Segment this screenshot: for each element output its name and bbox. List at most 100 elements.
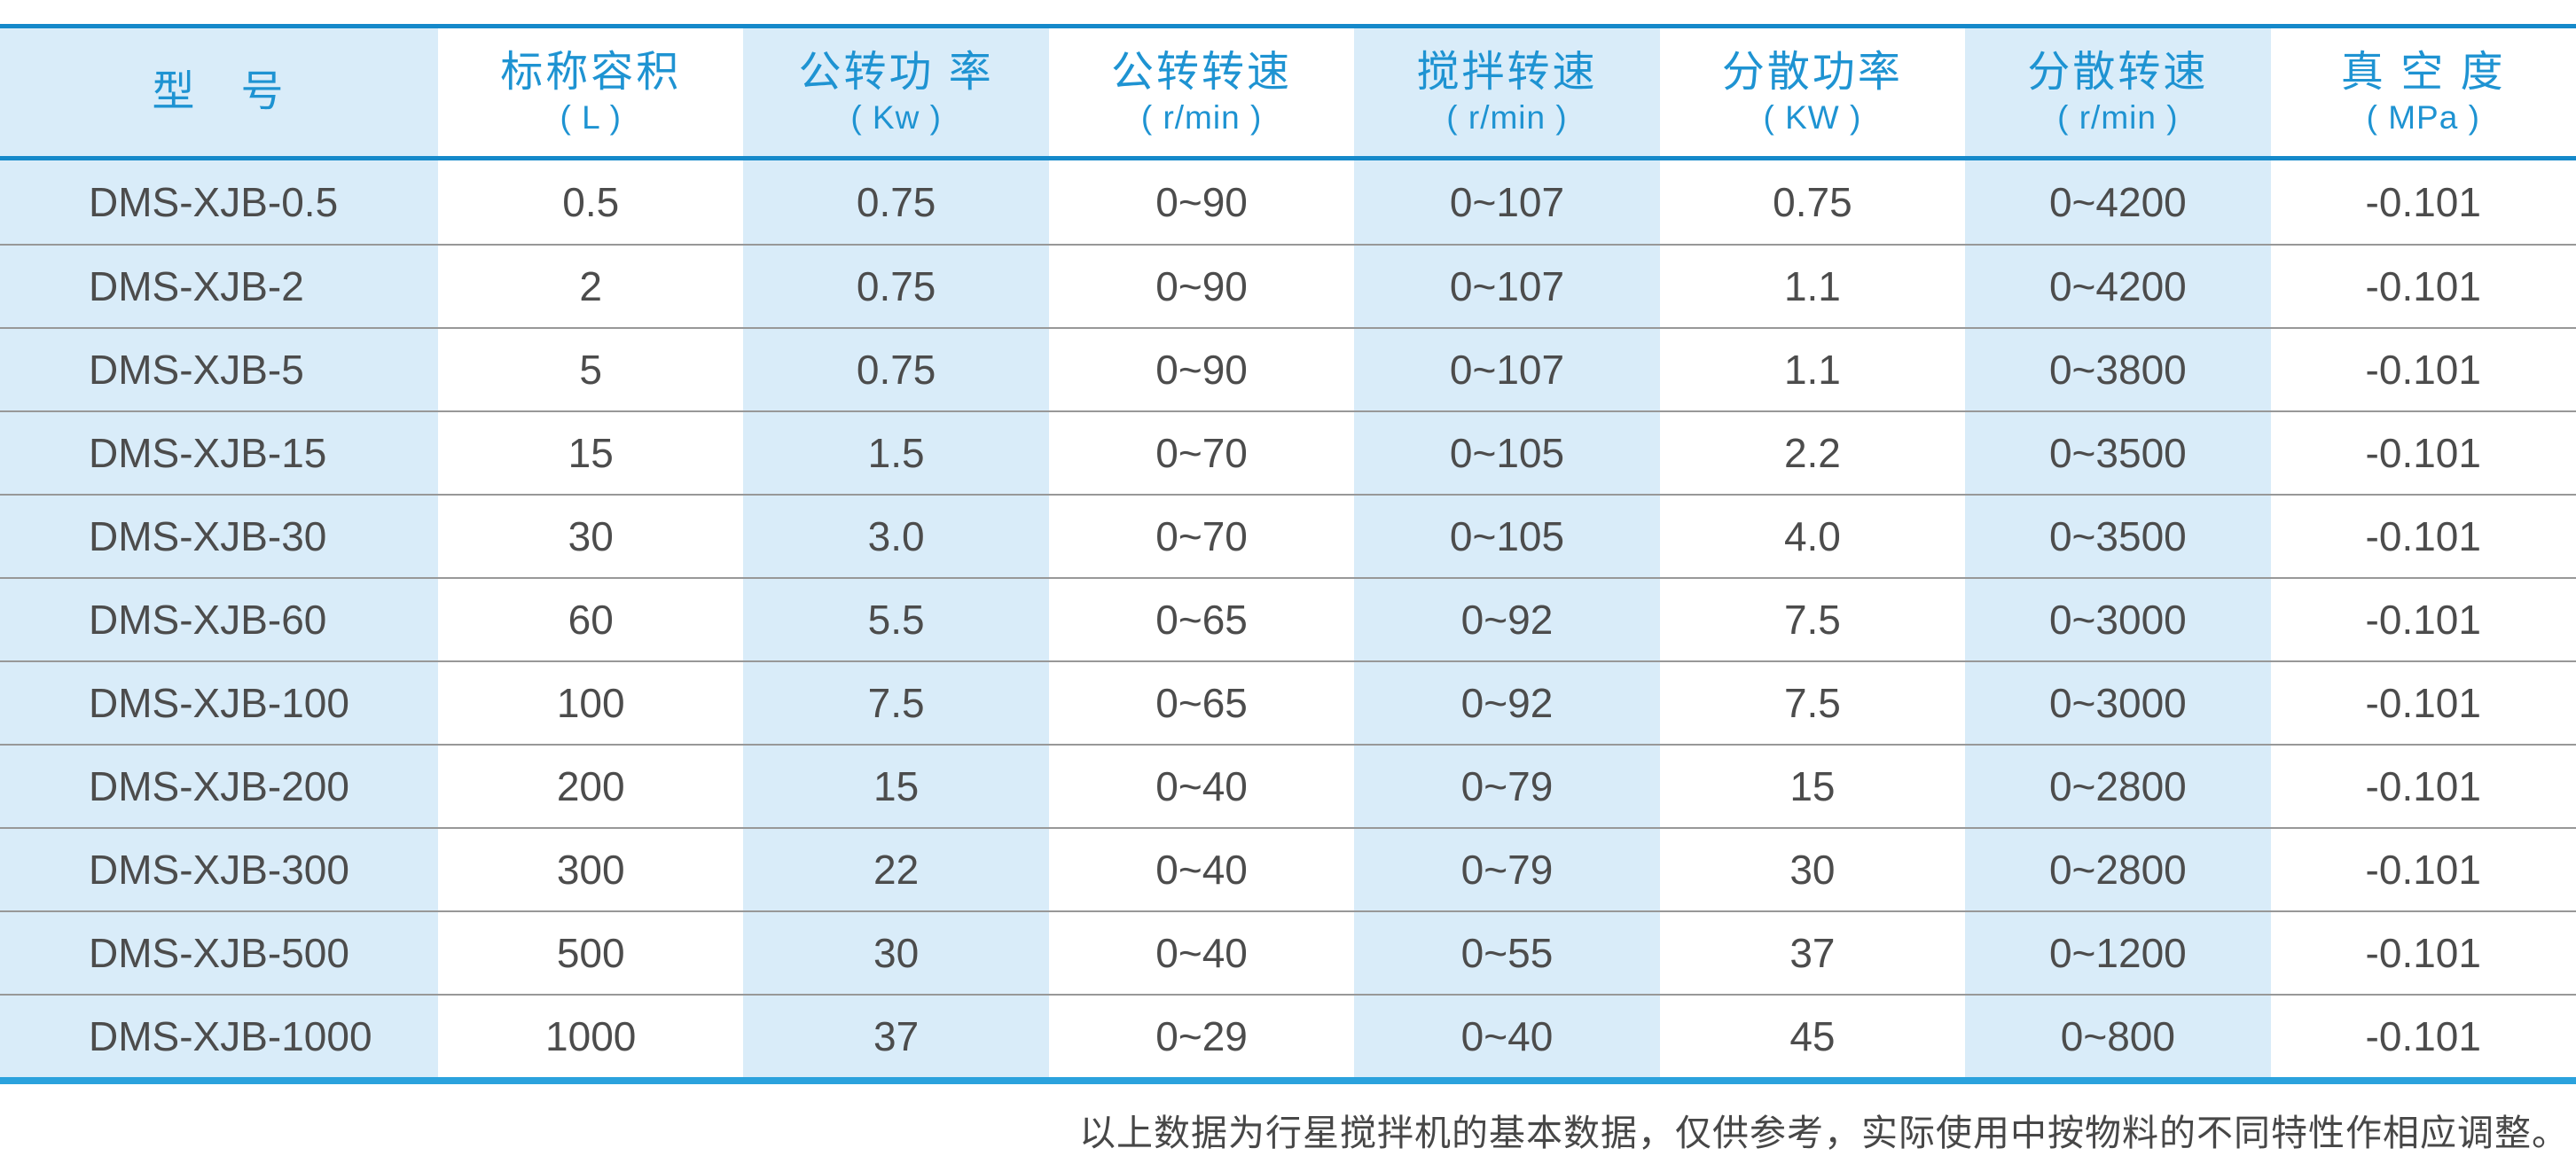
table-cell: 0~3000 <box>1965 662 2271 744</box>
table-cell: 0~40 <box>1354 996 1660 1077</box>
header-unit: ( MPa ) <box>2366 98 2480 136</box>
table-cell: 0~3500 <box>1965 496 2271 577</box>
table-cell: 0~800 <box>1965 996 2271 1077</box>
table-cell: 0.75 <box>743 160 1049 244</box>
table-row: DMS-XJB-15 15 1.5 0~70 0~105 2.2 0~3500 -0.101 <box>0 410 2576 494</box>
header-cell-revolution-speed: 公转转速 ( r/min ) <box>1048 28 1355 156</box>
header-title: 真 空 度 <box>2340 48 2506 96</box>
header-unit: ( r/min ) <box>2057 98 2179 136</box>
model-cell: DMS-XJB-500 <box>0 912 438 994</box>
table-row: DMS-XJB-100 100 7.5 0~65 0~92 7.5 0~3000 -0.101 <box>0 660 2576 744</box>
header-unit: ( r/min ) <box>1140 98 1263 136</box>
table-cell: 0~70 <box>1048 412 1355 494</box>
header-cell-revolution-power: 公转功 率 ( Kw ) <box>743 28 1049 156</box>
table-row: DMS-XJB-2 2 0.75 0~90 0~107 1.1 0~4200 -0.101 <box>0 244 2576 327</box>
header-cell-vacuum-degree: 真 空 度 ( MPa ) <box>2270 28 2576 156</box>
header-unit: ( Kw ) <box>850 98 942 136</box>
table-cell: 2 <box>438 246 744 327</box>
table-footnote: 以上数据为行星搅拌机的基本数据，仅供参考，实际使用中按物料的不同特性作相应调整。 <box>1079 1113 2569 1153</box>
table-cell: -0.101 <box>2270 829 2576 910</box>
table-cell: -0.101 <box>2270 912 2576 994</box>
model-cell: DMS-XJB-60 <box>0 579 438 660</box>
table-row: DMS-XJB-0.5 0.5 0.75 0~90 0~107 0.75 0~4200 -0.… <box>0 160 2576 244</box>
table-cell: 0~3500 <box>1965 412 2271 494</box>
header-title: 搅拌转速 <box>1416 48 1598 96</box>
table-cell: 1.5 <box>743 412 1049 494</box>
table-cell: -0.101 <box>2270 160 2576 244</box>
model-cell: DMS-XJB-30 <box>0 496 438 577</box>
header-title: 标称容积 <box>500 48 682 96</box>
header-title: 分散功率 <box>1721 48 1903 96</box>
table-cell: 5 <box>438 329 744 410</box>
table-cell: 15 <box>438 412 744 494</box>
header-title: 公转功 率 <box>798 48 994 96</box>
table-cell: 0~107 <box>1354 160 1660 244</box>
table-cell: 0~90 <box>1048 246 1355 327</box>
table-cell: 0.75 <box>743 246 1049 327</box>
table-cell: 30 <box>1659 829 1966 910</box>
header-title: 公转转速 <box>1111 48 1293 96</box>
model-cell: DMS-XJB-5 <box>0 329 438 410</box>
table-cell: 0~4200 <box>1965 160 2271 244</box>
table-row: DMS-XJB-5 5 0.75 0~90 0~107 1.1 0~3800 -0.101 <box>0 327 2576 410</box>
model-cell: DMS-XJB-200 <box>0 746 438 827</box>
table-cell: 22 <box>743 829 1049 910</box>
table-cell: -0.101 <box>2270 579 2576 660</box>
table-cell: 0~2800 <box>1965 746 2271 827</box>
table-cell: -0.101 <box>2270 412 2576 494</box>
table-cell: -0.101 <box>2270 329 2576 410</box>
table-cell: 0~40 <box>1048 829 1355 910</box>
table-cell: -0.101 <box>2270 996 2576 1077</box>
table-cell: 0~79 <box>1354 829 1660 910</box>
table-row: DMS-XJB-30 30 3.0 0~70 0~105 4.0 0~3500 -0.101 <box>0 494 2576 577</box>
table-cell: 7.5 <box>1659 662 1966 744</box>
table-cell: 60 <box>438 579 744 660</box>
table-cell: 0~105 <box>1354 412 1660 494</box>
table-cell: 0~90 <box>1048 160 1355 244</box>
table-cell: 0~92 <box>1354 662 1660 744</box>
table-cell: 7.5 <box>743 662 1049 744</box>
table-cell: 0~2800 <box>1965 829 2271 910</box>
table-cell: 1000 <box>438 996 744 1077</box>
table-cell: 0~29 <box>1048 996 1355 1077</box>
table-row: DMS-XJB-500 500 30 0~40 0~55 37 0~1200 -0.101 <box>0 910 2576 994</box>
model-cell: DMS-XJB-100 <box>0 662 438 744</box>
table-row: DMS-XJB-200 200 15 0~40 0~79 15 0~2800 -0.101 <box>0 744 2576 827</box>
table-body: DMS-XJB-0.5 0.5 0.75 0~90 0~107 0.75 0~4200 -0.… <box>0 160 2576 1084</box>
table-cell: 0~40 <box>1048 912 1355 994</box>
table-cell: 15 <box>743 746 1049 827</box>
header-unit: ( r/min ) <box>1446 98 1568 136</box>
table-cell: 0~40 <box>1048 746 1355 827</box>
table-cell: 0.75 <box>1659 160 1966 244</box>
header-title: 分散转速 <box>2027 48 2209 96</box>
table-cell: 30 <box>438 496 744 577</box>
table-cell: 300 <box>438 829 744 910</box>
table-cell: 0~1200 <box>1965 912 2271 994</box>
table-cell: 15 <box>1659 746 1966 827</box>
model-cell: DMS-XJB-2 <box>0 246 438 327</box>
table-cell: 0~65 <box>1048 579 1355 660</box>
table-cell: 0~55 <box>1354 912 1660 994</box>
table-cell: 200 <box>438 746 744 827</box>
model-cell: DMS-XJB-1000 <box>0 996 438 1077</box>
header-cell-dispersing-power: 分散功率 ( KW ) <box>1659 28 1966 156</box>
table-cell: 0~107 <box>1354 246 1660 327</box>
table-cell: 37 <box>743 996 1049 1077</box>
table-row: DMS-XJB-1000 1000 37 0~29 0~40 45 0~800 -0.101 <box>0 994 2576 1077</box>
table-cell: 100 <box>438 662 744 744</box>
table-cell: 37 <box>1659 912 1966 994</box>
table-row: DMS-XJB-300 300 22 0~40 0~79 30 0~2800 -0.101 <box>0 827 2576 910</box>
table-cell: 0~70 <box>1048 496 1355 577</box>
table-cell: -0.101 <box>2270 746 2576 827</box>
table-cell: 1.1 <box>1659 246 1966 327</box>
header-cell-nominal-capacity: 标称容积 ( L ) <box>438 28 744 156</box>
table-cell: 0~90 <box>1048 329 1355 410</box>
table-cell: -0.101 <box>2270 662 2576 744</box>
table-cell: 0~105 <box>1354 496 1660 577</box>
table-cell: 1.1 <box>1659 329 1966 410</box>
table-cell: 0~79 <box>1354 746 1660 827</box>
table-cell: 0~107 <box>1354 329 1660 410</box>
table-cell: 5.5 <box>743 579 1049 660</box>
table-cell: 0.75 <box>743 329 1049 410</box>
table-cell: 0~3000 <box>1965 579 2271 660</box>
